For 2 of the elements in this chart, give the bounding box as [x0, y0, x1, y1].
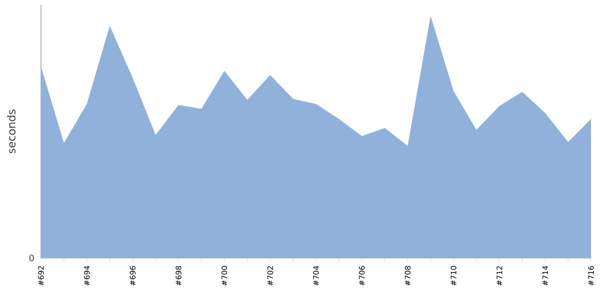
text: 0 — [29, 254, 34, 262]
y-axis-title: seconds — [7, 110, 16, 154]
